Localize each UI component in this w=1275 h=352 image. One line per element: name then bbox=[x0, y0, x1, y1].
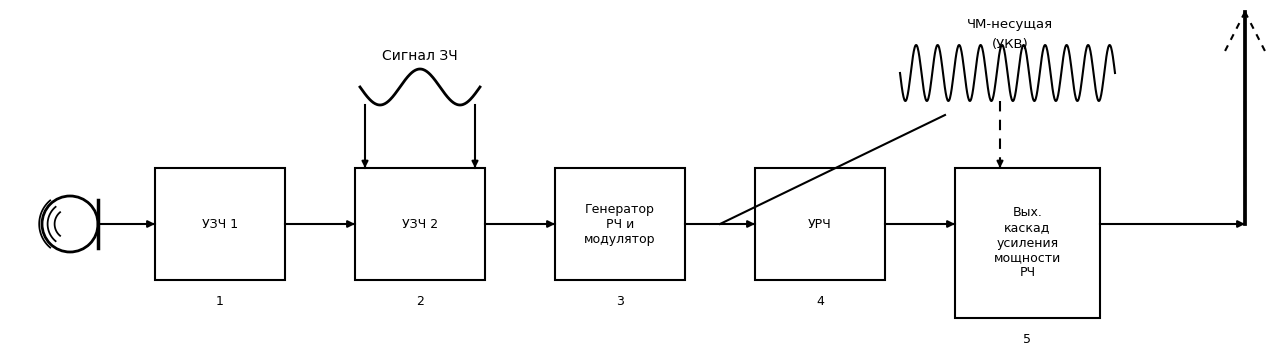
Text: 2: 2 bbox=[416, 295, 423, 308]
Text: УЗЧ 1: УЗЧ 1 bbox=[201, 218, 238, 231]
Text: ЧМ-несущая: ЧМ-несущая bbox=[966, 18, 1053, 31]
Text: 5: 5 bbox=[1023, 333, 1031, 346]
Bar bbox=[555, 168, 685, 280]
Text: УРЧ: УРЧ bbox=[808, 218, 831, 231]
Bar bbox=[955, 168, 1100, 318]
Bar bbox=[156, 168, 286, 280]
Bar bbox=[755, 168, 885, 280]
Bar bbox=[354, 168, 484, 280]
Text: Сигнал ЗЧ: Сигнал ЗЧ bbox=[382, 49, 458, 63]
Text: УЗЧ 2: УЗЧ 2 bbox=[402, 218, 439, 231]
Text: Вых.
каскад
усиления
мощности
РЧ: Вых. каскад усиления мощности РЧ bbox=[994, 207, 1061, 279]
Text: Генератор
РЧ и
модулятор: Генератор РЧ и модулятор bbox=[584, 202, 655, 245]
Text: 3: 3 bbox=[616, 295, 623, 308]
Text: 4: 4 bbox=[816, 295, 824, 308]
Text: 1: 1 bbox=[215, 295, 224, 308]
Text: (УКВ): (УКВ) bbox=[992, 38, 1029, 51]
